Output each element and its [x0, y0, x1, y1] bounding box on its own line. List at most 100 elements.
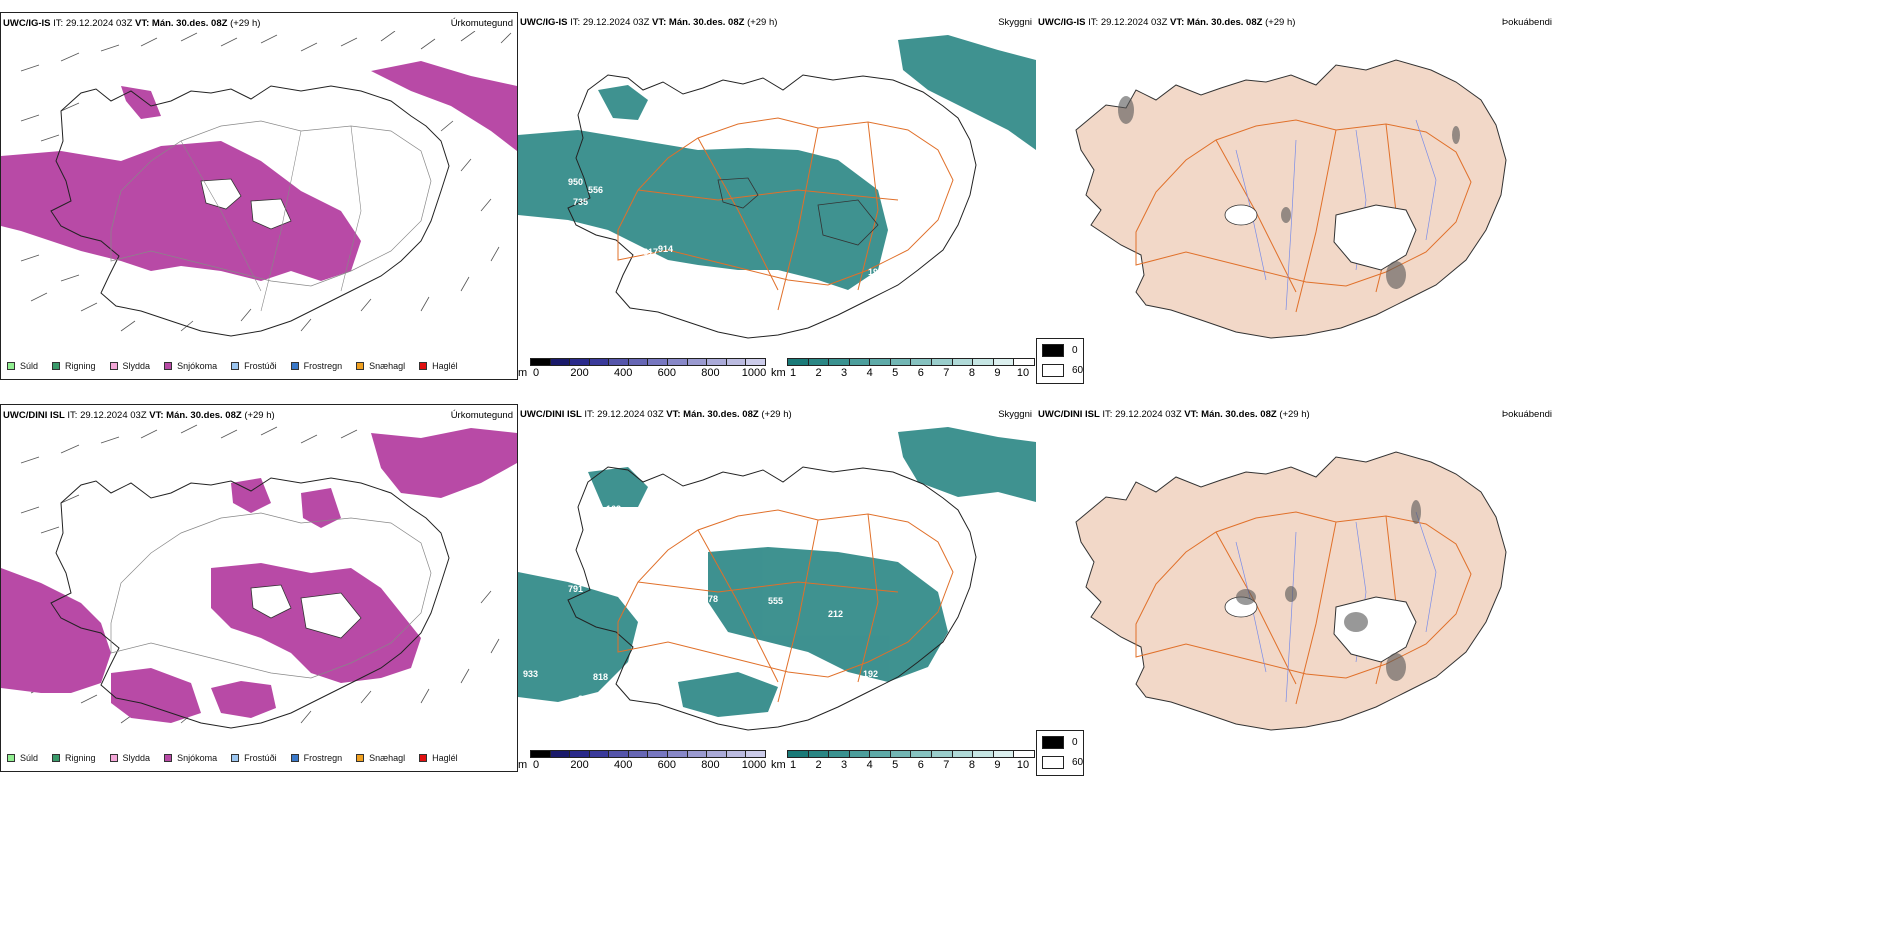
legend-swatch — [356, 362, 365, 370]
colorbar-segment — [911, 359, 933, 365]
colorbar-segment — [952, 359, 974, 365]
colorbar-unit: m — [518, 759, 528, 771]
legend-label: Súld — [20, 361, 39, 371]
colorbar-tick: 5 — [892, 367, 899, 379]
visibility-label: 212 — [828, 609, 843, 619]
legend-label: Slydda — [122, 361, 151, 371]
legend-label: Frostúði — [244, 753, 277, 763]
colorbar-segment — [550, 359, 571, 365]
colorbar-segment — [993, 751, 1015, 757]
legend-item-2: Slydda — [109, 753, 150, 763]
lead-time: (+29 h) — [1265, 17, 1296, 28]
legend-swatch — [290, 754, 299, 762]
legend-item-1: Rigning — [52, 753, 96, 763]
it-value: 29.12.2024 03Z — [65, 18, 133, 29]
legend-label: Haglél — [432, 361, 458, 371]
model-name: UWC/IG-IS — [520, 17, 568, 28]
colorbar-unit: km — [771, 759, 786, 771]
colorbar-segment — [973, 751, 994, 757]
visibility-colorbar-top: 1 2 3 4 5 6 7 8 9 10 km — [771, 358, 1035, 380]
panel-title: Skyggni — [998, 17, 1032, 28]
colorbar-segment — [890, 751, 912, 757]
legend-item-1: Rigning — [52, 361, 96, 371]
colorbar-segment — [668, 751, 688, 757]
visibility-label: 194 — [868, 267, 883, 277]
visibility-label: 556 — [588, 185, 603, 195]
legend-item-2: Slydda — [109, 361, 151, 371]
legend-item-4: Frostúði — [231, 753, 277, 763]
legend-swatch — [231, 362, 240, 370]
legend-item-3: Snjókoma — [164, 753, 217, 763]
colorbar-tick: 800 — [701, 367, 720, 379]
colorbar-segment — [993, 359, 1015, 365]
colorbar-unit: m — [518, 367, 528, 379]
legend-item-0: Súld — [7, 361, 38, 371]
vt-label: VT: — [149, 410, 164, 421]
fog-min: 0 — [1072, 737, 1078, 748]
colorbar-segment — [628, 359, 649, 365]
legend-item-3: Snjókoma — [164, 361, 217, 371]
vt-label: VT: — [1184, 409, 1199, 420]
coastline — [567, 466, 977, 731]
vt-label: VT: — [135, 18, 150, 29]
colorbar-tick: 4 — [866, 367, 873, 379]
low-visibility-areas — [518, 35, 1036, 290]
vt-value: Mán. 30.des. 08Z — [683, 409, 759, 420]
colorbar-segment — [570, 751, 590, 757]
panel-header: UWC/IG-IS IT: 29.12.2024 03Z VT: Mán. 30… — [3, 18, 513, 32]
colorbar-segment — [609, 359, 629, 365]
it-label: IT: — [1102, 409, 1113, 420]
snow-areas — [1, 61, 517, 281]
legend-item-7: Haglél — [419, 753, 458, 763]
it-value: 29.12.2024 03Z — [1100, 17, 1168, 28]
vt-label: VT: — [652, 17, 667, 28]
colorbar-segment — [849, 751, 871, 757]
colorbar-tick: 10 — [1016, 759, 1030, 771]
colorbar-segment — [668, 359, 688, 365]
legend-label: Frostregn — [303, 753, 343, 763]
colorbar-segment — [550, 751, 571, 757]
legend-label: Snæhagl — [369, 753, 406, 763]
fog-min: 0 — [1072, 345, 1078, 356]
colorbar-segment — [932, 751, 953, 757]
precip-legend: Súld Rigning Slydda Snjókoma Frostúði Frostre… — [7, 753, 458, 763]
colorbar-tick: 8 — [968, 367, 975, 379]
visibility-label: 886 — [578, 694, 593, 704]
colorbar-segment — [973, 359, 994, 365]
model-name: UWC/IG-IS — [3, 18, 51, 29]
visibility-colorbar-bottom: 1 2 3 4 5 6 7 8 9 10 km — [771, 750, 1035, 772]
fog-max: 60 — [1072, 365, 1084, 376]
legend-swatch — [7, 754, 15, 762]
legend-swatch — [356, 754, 365, 762]
visibility-label: 791 — [568, 584, 583, 594]
precip-map-bottom — [1, 424, 517, 729]
visibility-map-bottom: 163 791 78 555 212 933 818 886 192 199 — [518, 427, 1036, 731]
colorbar-tick: 1 — [789, 759, 797, 771]
colorbar-segment — [932, 359, 953, 365]
colorbar-tick: 400 — [614, 367, 633, 379]
legend-swatch — [52, 362, 61, 370]
precip-panel-bottom: UWC/DINI ISL IT: 29.12.2024 03Z VT: Mán.… — [0, 404, 518, 772]
fog-legend-top: 0 60 — [1036, 338, 1084, 384]
coastline — [50, 477, 450, 729]
visibility-label: 914 — [658, 244, 673, 254]
precip-map-top — [1, 31, 517, 337]
model-name: UWC/DINI ISL — [3, 410, 65, 421]
lead-time: (+29 h) — [244, 410, 275, 421]
legend-item-6: Snæhagl — [356, 753, 405, 763]
it-value: 29.12.2024 03Z — [582, 17, 650, 28]
colorbar-segment — [911, 751, 933, 757]
colorbar-tick: 2 — [815, 367, 822, 379]
fog-max: 60 — [1072, 757, 1084, 768]
legend-item-6: Snæhagl — [356, 361, 405, 371]
legend-swatch — [290, 362, 299, 370]
visibility-label: 163 — [606, 504, 621, 514]
legend-swatch — [419, 754, 428, 762]
legend-label: Snjókoma — [177, 361, 218, 371]
colorbar-segment — [890, 359, 912, 365]
colorbar-segment — [707, 359, 727, 365]
colorbar-unit: km — [771, 367, 786, 379]
visibility-label: 555 — [768, 596, 783, 606]
panel-title: Úrkomutegund — [450, 410, 513, 421]
